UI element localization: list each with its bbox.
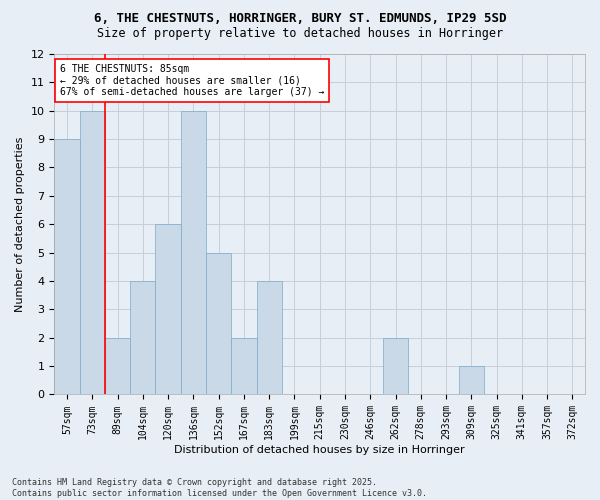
Y-axis label: Number of detached properties: Number of detached properties — [15, 136, 25, 312]
Bar — [105, 338, 130, 394]
Bar — [383, 338, 408, 394]
Text: 6, THE CHESTNUTS, HORRINGER, BURY ST. EDMUNDS, IP29 5SD: 6, THE CHESTNUTS, HORRINGER, BURY ST. ED… — [94, 12, 506, 26]
Bar — [257, 281, 282, 394]
Bar — [231, 338, 257, 394]
Text: 6 THE CHESTNUTS: 85sqm
← 29% of detached houses are smaller (16)
67% of semi-det: 6 THE CHESTNUTS: 85sqm ← 29% of detached… — [60, 64, 324, 98]
Bar — [206, 252, 231, 394]
Bar — [130, 281, 155, 394]
Text: Size of property relative to detached houses in Horringer: Size of property relative to detached ho… — [97, 28, 503, 40]
Bar — [458, 366, 484, 394]
X-axis label: Distribution of detached houses by size in Horringer: Distribution of detached houses by size … — [175, 445, 465, 455]
Bar — [155, 224, 181, 394]
Text: Contains HM Land Registry data © Crown copyright and database right 2025.
Contai: Contains HM Land Registry data © Crown c… — [12, 478, 427, 498]
Bar — [181, 110, 206, 395]
Bar — [80, 110, 105, 395]
Bar — [55, 139, 80, 394]
